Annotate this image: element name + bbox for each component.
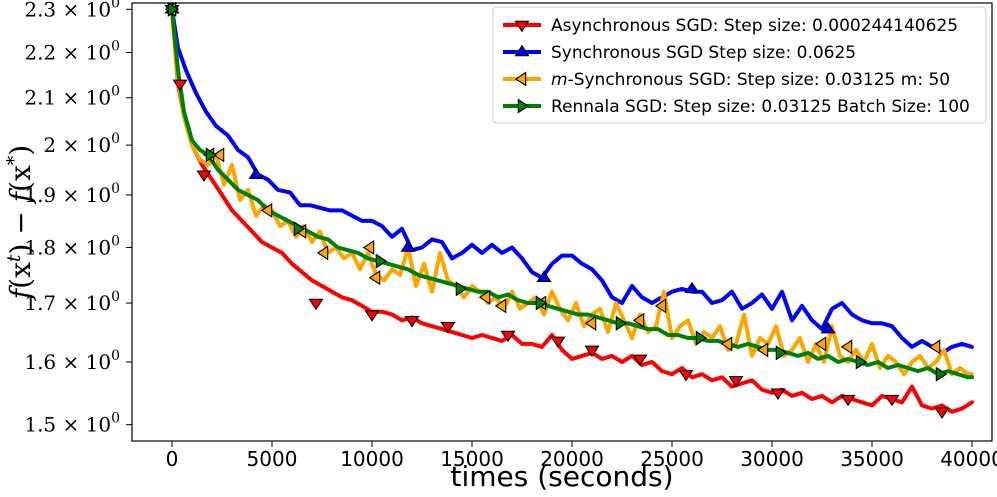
series-marker-3	[775, 345, 788, 361]
series-marker-2	[720, 336, 733, 352]
series-marker-2	[814, 336, 827, 352]
x-tick-label: 15000	[440, 447, 504, 471]
y-tick-label: 2.2 × 100	[24, 39, 120, 65]
y-tick-label: 1.9 × 100	[24, 181, 120, 207]
x-axis: 0 5000 10000 15000 20000 25000 30000 35000 40000	[166, 441, 997, 471]
legend-box	[492, 6, 987, 124]
legend: Asynchronous SGD: Step size: 0.000244140…	[492, 6, 987, 124]
legend-marker	[514, 71, 527, 87]
series-marker-2	[494, 298, 507, 314]
y-tick-label: 2 × 100	[43, 131, 120, 157]
series-marker-0	[584, 345, 600, 358]
series-marker-2	[756, 342, 769, 358]
y-tick-label: 1.7 × 100	[24, 289, 120, 315]
x-tick-label: 40000	[940, 447, 997, 471]
series-marker-3	[455, 281, 468, 297]
series-marker-1	[536, 270, 552, 282]
series-marker-3	[935, 366, 948, 382]
series-marker-1	[400, 240, 416, 252]
x-axis-label: times (seconds)	[450, 460, 673, 493]
legend-marker	[517, 98, 530, 114]
series-marker-2	[478, 289, 491, 305]
legend-label: Synchronous SGD Step size: 0.0625	[551, 43, 856, 63]
legend-label: Rennala SGD: Step size: 0.03125 Batch Si…	[551, 97, 970, 117]
series-line-1	[170, 7, 974, 355]
series-marker-2	[212, 147, 225, 163]
series-marker-3	[167, 1, 180, 17]
series-marker-0	[884, 394, 900, 407]
x-tick-label: 35000	[840, 447, 904, 471]
legend-label: Asynchronous SGD: Step size: 0.000244140…	[551, 16, 958, 36]
series-marker-0	[172, 79, 188, 92]
y-tick-label: 2.1 × 100	[24, 84, 120, 110]
series-marker-0	[440, 321, 456, 334]
series-marker-3	[293, 221, 306, 237]
y-tick-label: 1.6 × 100	[24, 348, 120, 374]
series-marker-1	[248, 167, 264, 179]
series-marker-0	[678, 369, 694, 382]
series-marker-2	[654, 298, 667, 314]
x-tick-label: 30000	[740, 447, 804, 471]
series-marker-3	[205, 147, 218, 163]
y-tick-label: 2.3 × 100	[24, 0, 120, 21]
series-marker-0	[728, 376, 744, 388]
series-marker-2	[584, 315, 597, 331]
legend-label: m-Synchronous SGD: Step size: 0.03125 m:…	[551, 70, 950, 90]
series-marker-0	[364, 310, 380, 322]
series-marker-2	[362, 239, 375, 256]
y-tick-label: 1.8 × 100	[24, 234, 120, 260]
series-marker-0	[550, 336, 566, 349]
y-axis: 1.5 × 100 1.6 × 100 1.7 × 100 1.8 × 100 1.9 …	[24, 0, 132, 437]
series-marker-0	[770, 388, 786, 401]
x-tick-label: 5000	[247, 447, 298, 471]
series-marker-3	[615, 315, 628, 331]
legend-marker	[514, 44, 530, 57]
series-marker-0	[196, 170, 212, 182]
series-marker-2	[316, 245, 329, 261]
series-marker-0	[934, 407, 950, 420]
legend-marker	[514, 20, 530, 33]
series-marker-3	[855, 354, 868, 370]
series-marker-0	[308, 298, 324, 311]
series-marker-2	[928, 339, 941, 355]
series-marker-2	[840, 339, 853, 355]
series-marker-0	[500, 330, 516, 343]
series-marker-3	[535, 295, 548, 311]
series-marker-1	[684, 281, 700, 294]
series-marker-3	[695, 330, 708, 346]
plot-frame	[131, 2, 993, 442]
series-marker-2	[632, 312, 645, 328]
x-tick-label: 0	[166, 447, 179, 471]
series-marker-2	[368, 270, 381, 286]
marker-layer	[164, 1, 950, 420]
y-axis-label: f(xt) − f(x*)	[3, 145, 37, 301]
series-marker-2	[260, 202, 273, 218]
x-tick-label: 10000	[340, 447, 404, 471]
series-marker-0	[404, 316, 420, 328]
y-tick-label: 1.5 × 100	[24, 411, 120, 437]
series-marker-0	[632, 354, 648, 367]
x-tick-label: 20000	[540, 447, 604, 471]
x-tick-label: 25000	[640, 447, 704, 471]
series-marker-3	[375, 253, 388, 269]
series-marker-1	[820, 321, 836, 334]
series-marker-0	[840, 394, 856, 407]
series-line-0	[170, 7, 974, 414]
